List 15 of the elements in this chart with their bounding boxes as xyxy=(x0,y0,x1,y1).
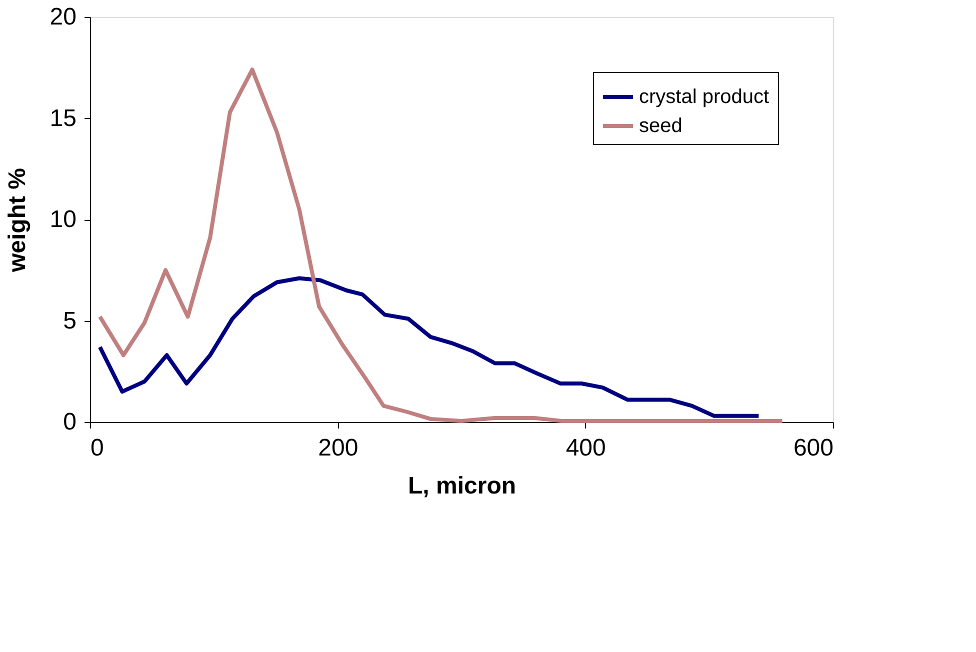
y-tick-label: 5 xyxy=(63,307,76,334)
legend-label: crystal product xyxy=(639,86,770,108)
y-tick-label: 10 xyxy=(50,206,76,233)
y-axis-title: weight % xyxy=(4,168,31,274)
line-series xyxy=(98,276,761,418)
y-tick-label: 15 xyxy=(50,104,76,132)
x-tick-label: 400 xyxy=(566,434,606,462)
line-series xyxy=(98,68,784,423)
legend-label: seed xyxy=(639,115,682,137)
x-tick-label: 200 xyxy=(318,434,358,462)
y-tick-label: 20 xyxy=(50,4,76,30)
y-tick-label: 0 xyxy=(63,408,76,436)
x-tick-label: 0 xyxy=(90,434,104,462)
x-tick-label: 600 xyxy=(793,434,834,462)
x-axis-title: L, micron xyxy=(408,472,516,500)
